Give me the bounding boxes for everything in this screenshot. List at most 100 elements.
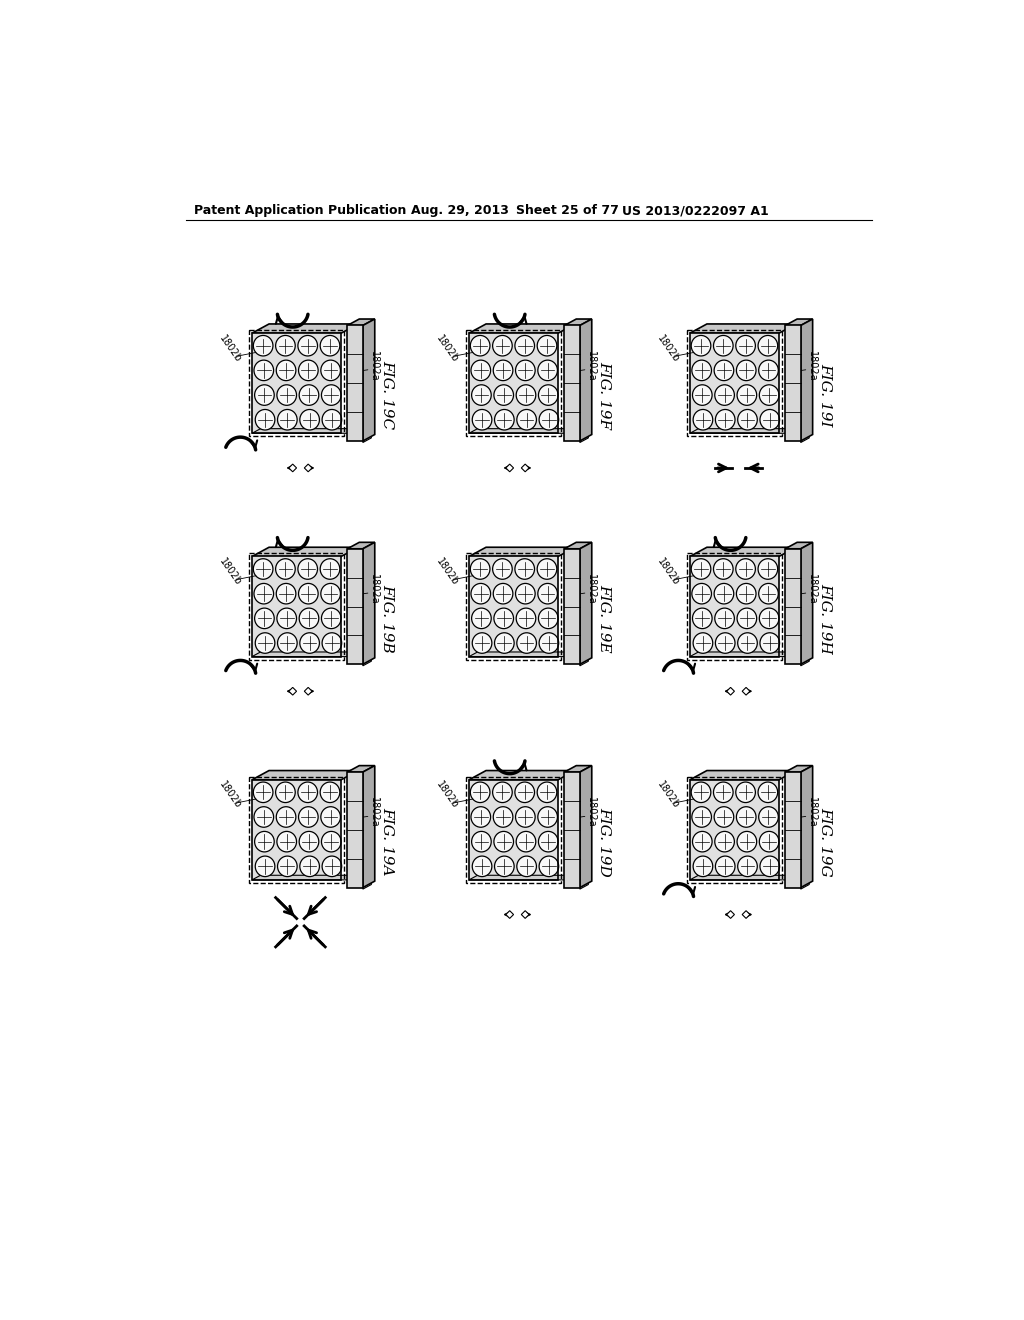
Ellipse shape — [539, 609, 558, 628]
Ellipse shape — [278, 409, 297, 430]
Ellipse shape — [493, 335, 512, 356]
Ellipse shape — [470, 558, 489, 579]
Ellipse shape — [255, 857, 274, 876]
Ellipse shape — [275, 558, 295, 579]
Ellipse shape — [255, 632, 274, 653]
Bar — [466, 776, 561, 883]
Polygon shape — [289, 465, 297, 471]
Ellipse shape — [515, 807, 536, 828]
Ellipse shape — [494, 832, 513, 851]
Ellipse shape — [692, 609, 712, 628]
Bar — [690, 557, 779, 656]
Ellipse shape — [322, 832, 341, 851]
Ellipse shape — [300, 632, 319, 653]
Bar — [564, 772, 580, 887]
Ellipse shape — [715, 385, 734, 405]
Bar — [469, 557, 558, 656]
Polygon shape — [801, 543, 813, 664]
Ellipse shape — [300, 409, 319, 430]
Text: Patent Application Publication: Patent Application Publication — [194, 205, 407, 218]
Ellipse shape — [691, 335, 711, 356]
Ellipse shape — [299, 583, 318, 605]
Ellipse shape — [495, 409, 514, 430]
Polygon shape — [521, 465, 529, 471]
Text: 1802b: 1802b — [217, 333, 244, 364]
Ellipse shape — [323, 632, 342, 653]
Ellipse shape — [714, 583, 734, 605]
Ellipse shape — [255, 385, 274, 405]
Polygon shape — [690, 429, 809, 442]
Text: 1802b: 1802b — [655, 556, 681, 587]
Ellipse shape — [321, 781, 340, 803]
Ellipse shape — [515, 558, 535, 579]
Polygon shape — [580, 766, 592, 887]
Ellipse shape — [714, 335, 733, 356]
Ellipse shape — [736, 807, 756, 828]
Ellipse shape — [472, 832, 492, 851]
Polygon shape — [506, 911, 514, 919]
Ellipse shape — [693, 632, 713, 653]
Polygon shape — [252, 548, 358, 557]
Ellipse shape — [515, 335, 535, 356]
Polygon shape — [742, 688, 750, 696]
Bar — [690, 333, 779, 433]
Ellipse shape — [278, 857, 297, 876]
Ellipse shape — [515, 360, 536, 380]
Polygon shape — [469, 875, 589, 890]
Polygon shape — [564, 766, 592, 772]
Bar — [252, 780, 341, 880]
Ellipse shape — [493, 558, 512, 579]
Text: Sheet 25 of 77: Sheet 25 of 77 — [515, 205, 618, 218]
Text: FIG. 19C: FIG. 19C — [381, 360, 394, 429]
Ellipse shape — [495, 857, 514, 876]
Ellipse shape — [716, 857, 735, 876]
Ellipse shape — [322, 609, 341, 628]
Ellipse shape — [759, 360, 778, 380]
Ellipse shape — [494, 609, 513, 628]
Ellipse shape — [692, 832, 712, 851]
Text: 1802b: 1802b — [655, 780, 681, 810]
Ellipse shape — [471, 807, 490, 828]
Bar — [469, 780, 558, 880]
Ellipse shape — [736, 558, 756, 579]
Text: 1802a: 1802a — [586, 797, 596, 828]
Bar — [785, 772, 801, 887]
Ellipse shape — [759, 583, 778, 605]
Polygon shape — [690, 875, 809, 890]
Ellipse shape — [253, 558, 273, 579]
Ellipse shape — [760, 609, 779, 628]
Ellipse shape — [470, 335, 489, 356]
Text: 1802b: 1802b — [217, 556, 244, 587]
Bar — [687, 330, 782, 437]
Ellipse shape — [299, 832, 318, 851]
Bar — [469, 780, 558, 880]
Bar — [785, 326, 801, 441]
Ellipse shape — [538, 807, 557, 828]
Text: FIG. 19H: FIG. 19H — [818, 582, 833, 653]
Ellipse shape — [758, 781, 777, 803]
Text: 1802a: 1802a — [369, 797, 379, 828]
Polygon shape — [506, 465, 514, 471]
Ellipse shape — [737, 609, 757, 628]
Ellipse shape — [495, 632, 514, 653]
Text: FIG. 19G: FIG. 19G — [818, 807, 833, 876]
Ellipse shape — [255, 609, 274, 628]
Ellipse shape — [255, 832, 274, 851]
Ellipse shape — [715, 609, 734, 628]
Ellipse shape — [494, 385, 513, 405]
Ellipse shape — [715, 832, 734, 851]
Bar — [252, 557, 341, 656]
Ellipse shape — [716, 409, 735, 430]
Bar — [564, 549, 580, 664]
Ellipse shape — [517, 857, 537, 876]
Ellipse shape — [736, 360, 756, 380]
Bar — [469, 333, 558, 433]
Ellipse shape — [758, 558, 777, 579]
Ellipse shape — [276, 609, 297, 628]
Ellipse shape — [276, 583, 296, 605]
Bar — [252, 557, 341, 656]
Ellipse shape — [471, 583, 490, 605]
Ellipse shape — [517, 632, 537, 653]
Ellipse shape — [323, 857, 342, 876]
Ellipse shape — [276, 807, 296, 828]
